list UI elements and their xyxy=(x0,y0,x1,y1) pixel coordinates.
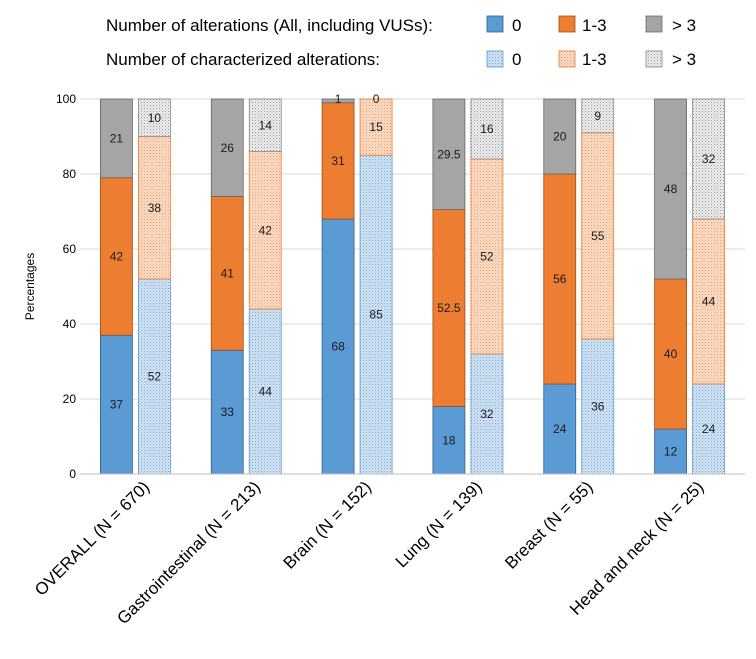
legend-swatch-all-0 xyxy=(486,15,504,33)
bar-char-1-3 xyxy=(692,218,725,385)
bar-char-0 xyxy=(248,308,282,475)
x-tick-label: Brain (N = 152) xyxy=(280,477,375,572)
data-label: 18 xyxy=(442,433,456,447)
data-label: 24 xyxy=(553,422,567,436)
x-tick-label: Breast (N = 55) xyxy=(501,477,596,572)
data-label: 41 xyxy=(221,266,235,280)
data-label: 56 xyxy=(553,272,567,286)
data-label: 48 xyxy=(664,182,678,196)
y-tick-label: 80 xyxy=(63,167,77,181)
data-label: 16 xyxy=(480,122,494,136)
data-label: 29.5 xyxy=(437,147,461,161)
bar-char-gt3 xyxy=(470,98,504,160)
bar-all-gt3 xyxy=(543,98,577,175)
bar-char-1-3 xyxy=(470,158,504,355)
data-label: 0 xyxy=(373,92,380,106)
bar-char-gt3 xyxy=(248,98,282,152)
data-label: 42 xyxy=(110,250,124,264)
y-axis-title: Percentages xyxy=(23,253,37,320)
data-label: 12 xyxy=(664,445,678,459)
data-label: 9 xyxy=(594,109,601,123)
data-label: 24 xyxy=(702,422,716,436)
legend-key-char-0: 0 xyxy=(512,50,521,69)
legend-swatch-char-1-3 xyxy=(558,50,576,68)
data-label: 37 xyxy=(110,398,124,412)
data-label: 68 xyxy=(331,340,345,354)
bar-all-1-3 xyxy=(100,177,133,336)
data-label: 31 xyxy=(331,154,345,168)
bar-all-0 xyxy=(321,218,355,475)
bar-all-1-3 xyxy=(210,196,244,351)
data-label: 52.5 xyxy=(437,301,461,315)
data-label: 26 xyxy=(221,141,235,155)
legend-key-char-gt3: > 3 xyxy=(672,50,696,69)
bar-char-gt3 xyxy=(138,98,171,137)
legend-swatch-char-gt3 xyxy=(645,50,663,68)
data-label: 44 xyxy=(259,385,273,399)
data-label: 10 xyxy=(148,111,162,125)
data-label: 44 xyxy=(702,295,716,309)
data-label: 32 xyxy=(480,407,494,421)
legend-swatch-all-1-3 xyxy=(558,15,576,33)
bar-all-0 xyxy=(654,428,687,475)
data-label: 52 xyxy=(148,370,162,384)
data-label: 85 xyxy=(369,308,383,322)
bar-all-1-3 xyxy=(432,209,466,407)
bar-all-1-3 xyxy=(543,173,577,385)
data-label: 52 xyxy=(480,250,494,264)
y-axis: Percentages 0 20 40 60 80 100 xyxy=(23,92,76,481)
data-label: 32 xyxy=(702,152,716,166)
bar-char-1-3 xyxy=(138,136,171,280)
legend: Number of alterations (All, including VU… xyxy=(106,15,696,69)
bar-char-1-3 xyxy=(248,151,282,310)
data-label: 15 xyxy=(369,120,383,134)
y-tick-label: 40 xyxy=(63,317,77,331)
bar-char-gt3 xyxy=(581,98,615,134)
bar-all-0 xyxy=(543,383,577,475)
bar-all-gt3 xyxy=(210,98,244,197)
data-label: 36 xyxy=(591,400,605,414)
data-label: 38 xyxy=(148,201,162,215)
legend-swatch-char-0 xyxy=(486,50,504,68)
legend-row2-label: Number of characterized alterations: xyxy=(106,50,380,69)
bar-all-gt3 xyxy=(321,98,355,104)
y-tick-label: 60 xyxy=(63,242,77,256)
y-tick-label: 20 xyxy=(63,392,77,406)
legend-row1-label: Number of alterations (All, including VU… xyxy=(106,16,433,35)
y-tick-label: 0 xyxy=(69,467,76,481)
x-tick-label: OVERALL (N = 670) xyxy=(31,477,153,599)
bar-char-gt3 xyxy=(692,98,725,220)
gridlines xyxy=(80,98,745,475)
bar-char-0 xyxy=(581,338,615,475)
bar-all-gt3 xyxy=(432,98,466,211)
data-label: 40 xyxy=(664,347,678,361)
x-tick-label: Lung (N = 139) xyxy=(392,477,486,571)
legend-key-all-1-3: 1-3 xyxy=(582,16,607,35)
bars: 37 42 21 52 38 10 33 41 26 44 42 14 68 31 1 85 15 0 18 52.5… xyxy=(100,92,725,475)
data-label: 55 xyxy=(591,229,605,243)
legend-key-all-0: 0 xyxy=(512,16,521,35)
bar-all-0 xyxy=(432,406,466,475)
bar-all-gt3 xyxy=(100,98,133,179)
x-axis: OVERALL (N = 670)Gastrointestinal (N = 2… xyxy=(31,473,745,628)
bar-all-1-3 xyxy=(321,102,355,220)
legend-swatch-all-gt3 xyxy=(645,15,663,33)
data-label: 21 xyxy=(110,131,124,145)
bar-all-1-3 xyxy=(654,278,687,430)
data-label: 42 xyxy=(259,223,273,237)
data-label: 33 xyxy=(221,405,235,419)
data-label: 14 xyxy=(259,118,273,132)
data-label: 20 xyxy=(553,130,567,144)
bar-char-1-3 xyxy=(359,98,393,156)
bar-char-1-3 xyxy=(581,132,615,340)
bar-all-gt3 xyxy=(654,98,687,280)
data-label: 1 xyxy=(335,92,342,106)
legend-key-all-gt3: > 3 xyxy=(672,16,696,35)
bar-char-0 xyxy=(470,353,504,475)
y-tick-label: 100 xyxy=(56,92,76,106)
bar-all-0 xyxy=(210,349,244,475)
legend-key-char-1-3: 1-3 xyxy=(582,50,607,69)
